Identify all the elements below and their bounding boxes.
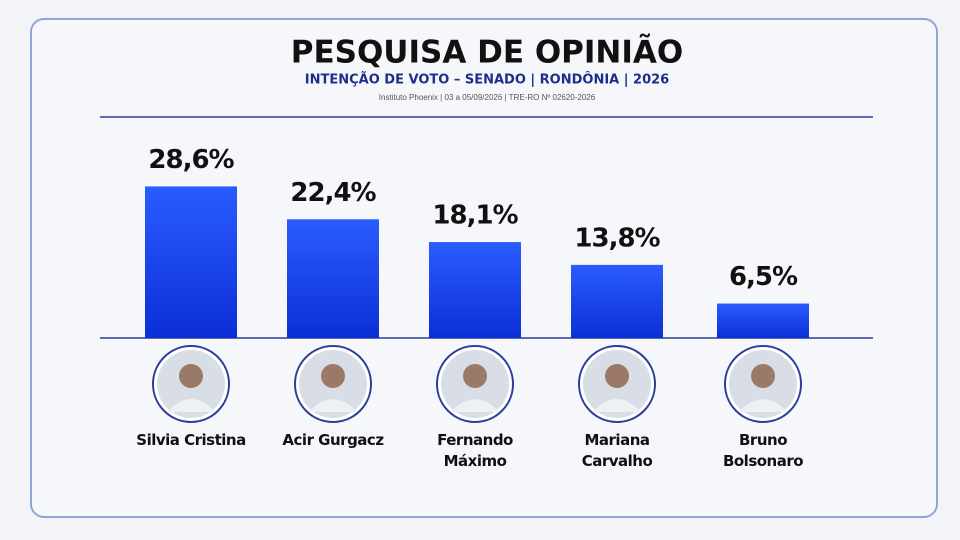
value-label: 13,8%: [574, 223, 660, 253]
avatar-head: [605, 364, 629, 388]
bar: [145, 186, 237, 338]
avatar-body: [451, 399, 499, 412]
bar: [429, 242, 521, 338]
candidate-name: Fernando Máximo: [437, 431, 513, 470]
candidate-name: Silvia Cristina: [136, 431, 246, 449]
value-label: 22,4%: [290, 178, 376, 208]
bar: [287, 219, 379, 338]
avatar-head: [751, 364, 775, 388]
bar: [717, 303, 809, 338]
avatar-head: [463, 364, 487, 388]
chart-note: Instituto Phoenix | 03 a 05/09/2026 | TR…: [379, 93, 596, 102]
avatar-head: [321, 364, 345, 388]
value-label: 28,6%: [148, 145, 234, 175]
candidate-name: Bruno Bolsonaro: [722, 431, 804, 470]
avatar-body: [593, 399, 641, 412]
avatar-body: [167, 399, 215, 412]
avatar-body: [309, 399, 357, 412]
avatar-head: [179, 364, 203, 388]
bar: [571, 264, 663, 338]
candidate-name: Mariana Carvalho: [581, 431, 653, 470]
chart-subtitle: INTENÇÃO DE VOTO – SENADO | RONDÔNIA | 2…: [305, 72, 669, 88]
value-label: 18,1%: [432, 201, 518, 231]
chart-title: PESQUISA DE OPINIÃO: [291, 34, 684, 71]
avatar-body: [739, 399, 787, 412]
value-label: 6,5%: [729, 262, 798, 292]
candidate-name: Acir Gurgacz: [282, 431, 384, 449]
